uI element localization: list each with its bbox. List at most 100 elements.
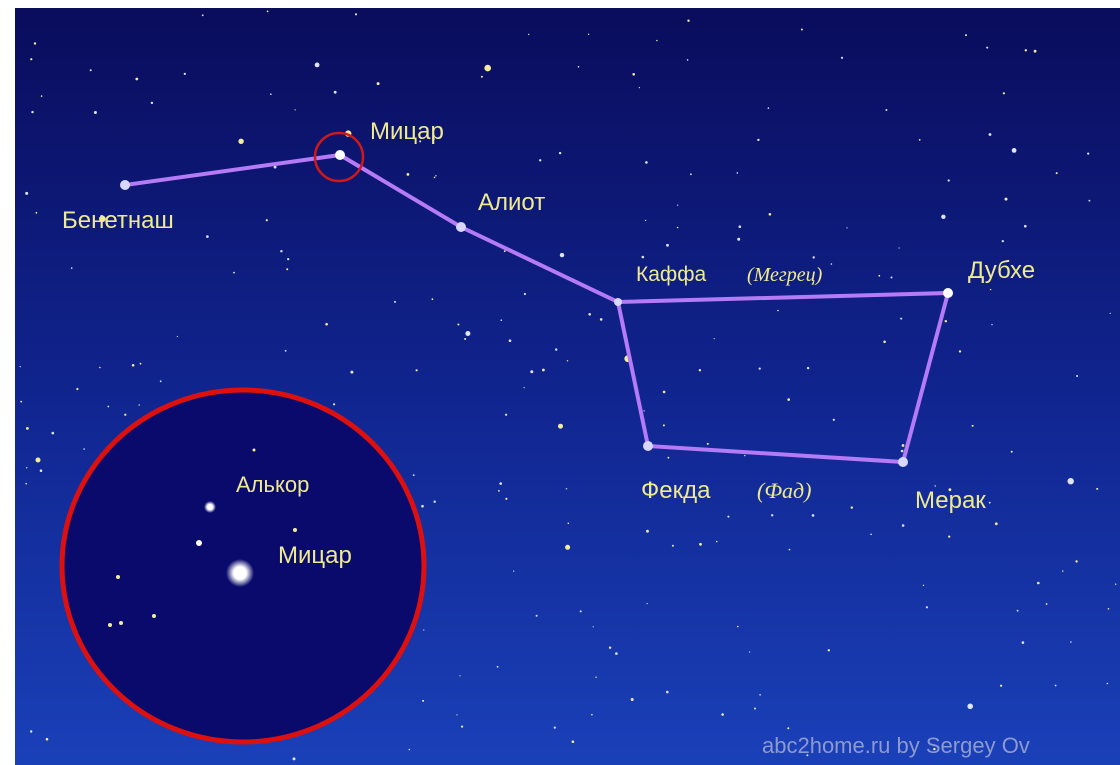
background-star [1087, 153, 1089, 155]
sky-diagram: Бенетнаш Мицар Алиот Каффа (Мегрец) Дубх… [0, 0, 1120, 765]
star-label: Каффа [636, 263, 706, 286]
background-star [631, 698, 634, 701]
background-star [233, 272, 235, 274]
star [226, 559, 254, 587]
background-star [768, 107, 770, 109]
background-star [948, 179, 950, 181]
page: Бенетнаш Мицар Алиот Каффа (Мегрец) Дубх… [0, 0, 1120, 765]
background-star [267, 11, 269, 13]
background-star [1089, 200, 1091, 202]
background-star [1096, 488, 1098, 490]
background-star [591, 714, 593, 716]
background-star [787, 727, 789, 729]
background-star [409, 749, 411, 751]
background-star [138, 404, 139, 405]
background-star [90, 69, 92, 71]
background-star [20, 366, 21, 367]
background-star [1011, 451, 1013, 453]
background-star [801, 29, 803, 31]
background-star [1005, 198, 1008, 201]
background-star [926, 606, 928, 608]
background-star [1046, 603, 1048, 605]
background-star [1017, 610, 1019, 612]
background-star [737, 238, 740, 241]
background-star [757, 139, 759, 141]
background-star [716, 541, 718, 543]
background-star [1110, 313, 1111, 314]
background-star [1024, 225, 1027, 228]
star-label: Фекда [641, 477, 711, 504]
background-star [559, 152, 561, 154]
background-star [813, 256, 815, 258]
background-star [484, 65, 491, 72]
background-star [377, 82, 380, 85]
background-star [965, 34, 967, 36]
background-star [464, 338, 466, 340]
background-star [423, 629, 424, 630]
background-star [432, 298, 434, 300]
background-star [891, 277, 893, 279]
background-star [991, 324, 992, 325]
background-star [1025, 49, 1027, 51]
background-star [20, 401, 22, 403]
background-star [851, 506, 853, 508]
background-star [287, 258, 289, 260]
background-star [71, 267, 73, 269]
background-star [1075, 560, 1077, 562]
background-star [737, 172, 739, 174]
background-star [413, 474, 415, 476]
background-star [749, 651, 750, 652]
background-star [759, 368, 761, 370]
background-star [593, 626, 594, 627]
background-star [666, 691, 669, 694]
background-star [459, 675, 460, 676]
star [643, 441, 653, 451]
background-star [769, 213, 772, 216]
background-star [632, 73, 635, 76]
background-star [1068, 478, 1074, 484]
background-star [434, 177, 436, 179]
background-star [812, 514, 815, 517]
background-star [578, 66, 580, 68]
background-star [160, 380, 162, 382]
background-star [151, 102, 153, 104]
background-star [902, 444, 905, 447]
background-star [687, 20, 689, 22]
background-star [505, 414, 507, 416]
background-star [435, 175, 436, 176]
background-star [959, 350, 961, 352]
background-star [434, 501, 436, 503]
background-star [878, 275, 880, 277]
background-star [457, 324, 459, 326]
background-star [787, 398, 790, 401]
background-star [498, 490, 500, 492]
background-star [34, 42, 36, 44]
background-star [530, 370, 533, 373]
background-star [135, 78, 138, 81]
background-star [828, 649, 830, 651]
credit: abc2home.ru by Sergey Ov [762, 733, 1030, 758]
star-label: Мицар [370, 118, 444, 145]
background-star [26, 467, 27, 468]
background-star [645, 220, 646, 221]
background-star [643, 410, 644, 411]
background-star [456, 714, 457, 715]
background-star [972, 425, 974, 427]
star-alt-label: (Мегрец) [747, 264, 823, 286]
background-star [941, 215, 945, 219]
background-star [132, 364, 135, 367]
background-star [699, 369, 701, 371]
background-star [902, 524, 905, 527]
background-star [536, 615, 538, 617]
background-star [566, 488, 567, 489]
star-label: Бенетнаш [62, 207, 174, 234]
background-star [690, 173, 692, 175]
background-star [124, 414, 126, 416]
background-star [286, 268, 288, 270]
background-star [513, 571, 514, 572]
background-star [238, 139, 243, 144]
background-star [609, 647, 611, 649]
background-star [41, 95, 43, 97]
background-star [572, 740, 575, 743]
background-star [647, 603, 648, 604]
